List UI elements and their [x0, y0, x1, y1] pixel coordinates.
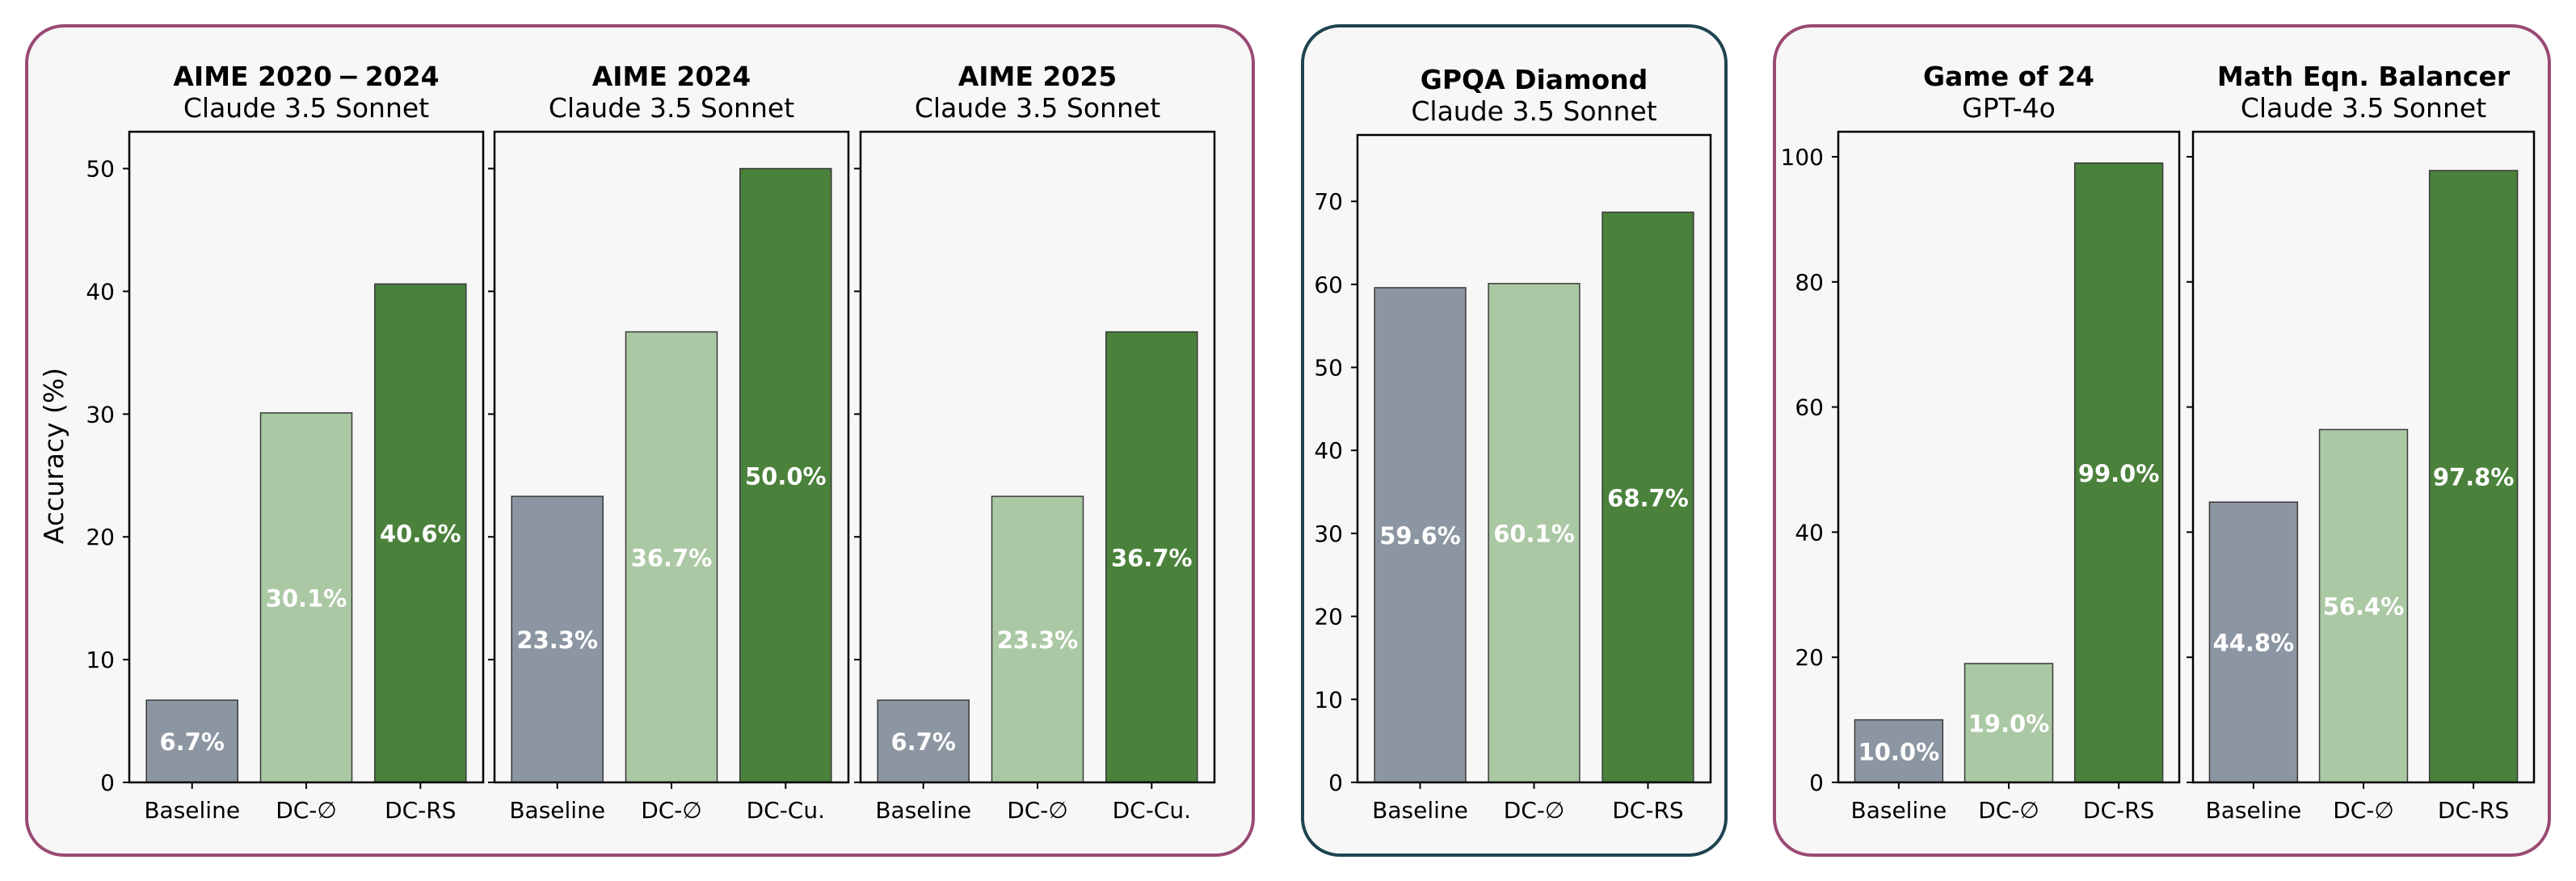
axes-frame [859, 130, 1216, 784]
bar-value-label: 23.3% [997, 626, 1079, 654]
bar-value-label: 68.7% [1607, 484, 1689, 512]
bar-value-label: 44.8% [2213, 630, 2295, 657]
panel-title: Math Eqn. Balancer [2217, 61, 2511, 92]
bar-baseline [1854, 719, 1944, 783]
x-tick-label: Baseline [509, 797, 605, 824]
bar-value-label: 50.0% [745, 462, 827, 490]
panel-title: Game of 24 [1923, 61, 2094, 92]
bar-value-label: 60.1% [1493, 520, 1575, 547]
x-tick-label: DC-∅ [276, 797, 337, 824]
panel-subtitle: Claude 3.5 Sonnet [1411, 95, 1656, 127]
y-tick-label: 80 [1795, 269, 1824, 296]
x-tick-label: Baseline [144, 797, 240, 824]
panel-subtitle: Claude 3.5 Sonnet [915, 92, 1160, 124]
x-tick-label: DC-Cu. [747, 797, 825, 824]
bar-dc-empty [991, 495, 1084, 783]
y-tick-label: 40 [1314, 437, 1343, 464]
x-tick-label: DC-∅ [641, 797, 702, 824]
y-tick-label: 0 [1809, 769, 1824, 796]
y-tick-label: 70 [1314, 188, 1343, 215]
bar-value-label: 19.0% [1968, 710, 2050, 737]
y-tick-label: 50 [1314, 355, 1343, 381]
bar-dc-best [2073, 162, 2164, 783]
bar-value-label: 36.7% [1111, 544, 1193, 571]
x-tick-label: DC-∅ [1007, 797, 1068, 824]
y-tick-label: 40 [1795, 519, 1824, 546]
axes-frame [2191, 130, 2536, 784]
panel-subtitle: Claude 3.5 Sonnet [183, 92, 429, 124]
bar-dc-best [739, 167, 832, 783]
x-tick-label: DC-∅ [1978, 797, 2039, 824]
bar-baseline [877, 699, 970, 783]
bar-value-label: 10.0% [1858, 738, 1940, 765]
x-tick-label: DC-∅ [1504, 797, 1565, 824]
y-tick-label: 0 [1328, 769, 1343, 796]
y-tick-label: 10 [1314, 686, 1343, 713]
panel-title: AIME 2025 [958, 61, 1118, 92]
bar-dc-empty [625, 331, 718, 783]
bar-baseline [511, 495, 604, 783]
y-tick-label: 20 [86, 524, 115, 550]
x-tick-label: Baseline [1851, 797, 1947, 824]
x-tick-label: Baseline [2206, 797, 2302, 824]
bar-baseline [2208, 501, 2299, 783]
bar-dc-best [1602, 211, 1694, 783]
x-tick-label: DC-RS [1612, 797, 1683, 824]
y-axis-label: Accuracy (%) [38, 368, 69, 544]
panel-title: GPQA Diamond [1421, 64, 1648, 95]
y-tick-label: 20 [1795, 644, 1824, 671]
x-tick-label: DC-RS [385, 797, 456, 824]
x-tick-label: Baseline [875, 797, 971, 824]
bar-value-label: 6.7% [890, 728, 955, 756]
axes-frame [493, 130, 850, 784]
bar-dc-best [2428, 170, 2519, 783]
x-tick-label: DC-RS [2438, 797, 2509, 824]
bar-value-label: 40.6% [380, 521, 461, 548]
x-tick-label: DC-∅ [2333, 797, 2394, 824]
bar-value-label: 23.3% [516, 626, 598, 654]
bar-value-label: 6.7% [159, 728, 224, 756]
bar-baseline [145, 699, 238, 783]
y-tick-label: 30 [86, 401, 115, 428]
y-tick-label: 100 [1781, 144, 1824, 171]
bar-value-label: 30.1% [266, 584, 347, 612]
y-tick-label: 10 [86, 647, 115, 673]
bar-value-label: 36.7% [631, 544, 713, 571]
bar-baseline [1374, 287, 1467, 783]
bar-value-label: 97.8% [2433, 463, 2515, 491]
axes-frame [1837, 130, 2181, 784]
x-tick-label: DC-Cu. [1113, 797, 1191, 824]
panel-subtitle: Claude 3.5 Sonnet [549, 92, 794, 124]
panel-title: AIME 2024 [592, 61, 751, 92]
axes-frame [128, 130, 485, 784]
bar-dc-best [374, 283, 467, 783]
x-tick-label: DC-RS [2083, 797, 2154, 824]
y-tick-label: 50 [86, 156, 115, 183]
bar-value-label: 59.6% [1379, 522, 1461, 550]
panel-subtitle: GPT-4o [1962, 92, 2056, 124]
y-tick-label: 60 [1795, 394, 1824, 421]
bar-dc-best [1105, 331, 1198, 783]
panel-title: AIME 2020 − 2024 [173, 61, 439, 92]
x-tick-label: Baseline [1372, 797, 1468, 824]
y-tick-label: 0 [100, 769, 115, 796]
bar-dc-empty [1488, 283, 1581, 783]
axes-frame [1356, 133, 1712, 784]
y-tick-label: 60 [1314, 272, 1343, 298]
y-tick-label: 20 [1314, 604, 1343, 630]
bar-value-label: 56.4% [2323, 593, 2405, 621]
bar-dc-empty [1964, 663, 2054, 783]
y-tick-label: 40 [86, 278, 115, 305]
y-tick-label: 30 [1314, 521, 1343, 547]
panel-subtitle: Claude 3.5 Sonnet [2241, 92, 2486, 124]
bar-value-label: 99.0% [2078, 460, 2160, 487]
